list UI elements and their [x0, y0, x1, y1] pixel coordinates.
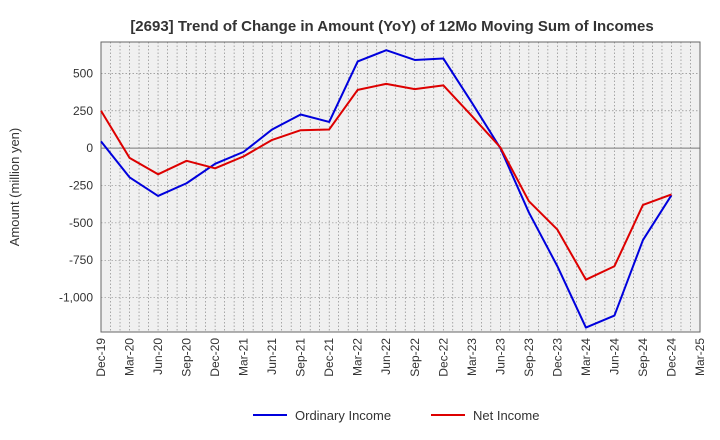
x-tick-label: Dec-24: [664, 338, 678, 377]
series-line-ordinary-income: [100, 49, 673, 329]
y-tick-label: 250: [73, 104, 93, 118]
x-tick-label: Dec-20: [208, 338, 222, 377]
x-tick-label: Mar-21: [237, 338, 251, 376]
x-tick-label: Mar-22: [351, 338, 365, 376]
x-tick-label: Mar-24: [579, 338, 593, 376]
x-tick-label: Jun-24: [607, 338, 621, 375]
y-tick-label: -500: [69, 216, 93, 230]
series-line-net-income: [100, 82, 672, 281]
chart-title: [2693] Trend of Change in Amount (YoY) o…: [130, 18, 653, 35]
x-tick-label: Mar-23: [465, 338, 479, 376]
plot-border: [100, 41, 701, 333]
y-tick-label: 0: [86, 141, 93, 155]
x-tick-label: Dec-23: [550, 338, 564, 377]
x-tick-label: Dec-22: [436, 338, 450, 377]
y-tick-label: -750: [69, 253, 93, 267]
x-tick-label: Dec-21: [322, 338, 336, 377]
x-tick-label: Dec-19: [94, 338, 108, 377]
x-tick-label: Sep-24: [636, 338, 650, 377]
x-tick-label: Sep-21: [294, 338, 308, 377]
y-axis-label: Amount (million yen): [7, 128, 22, 247]
y-tick-label: -1,000: [59, 291, 93, 305]
x-tick-label: Mar-20: [123, 338, 137, 376]
x-tick-label: Mar-25: [693, 338, 707, 376]
x-tick-label: Jun-20: [151, 338, 165, 375]
legend-label-net-income: Net Income: [473, 408, 539, 423]
x-tick-label: Jun-22: [379, 338, 393, 375]
legend-label-ordinary-income: Ordinary Income: [295, 408, 391, 423]
plot-area: [101, 42, 700, 332]
y-tick-label: -250: [69, 179, 93, 193]
x-tick-label: Sep-20: [180, 338, 194, 377]
x-tick-label: Sep-23: [522, 338, 536, 377]
x-tick-label: Jun-21: [265, 338, 279, 375]
y-tick-label: 500: [73, 66, 93, 80]
x-tick-label: Jun-23: [493, 338, 507, 375]
x-tick-label: Sep-22: [408, 338, 422, 377]
